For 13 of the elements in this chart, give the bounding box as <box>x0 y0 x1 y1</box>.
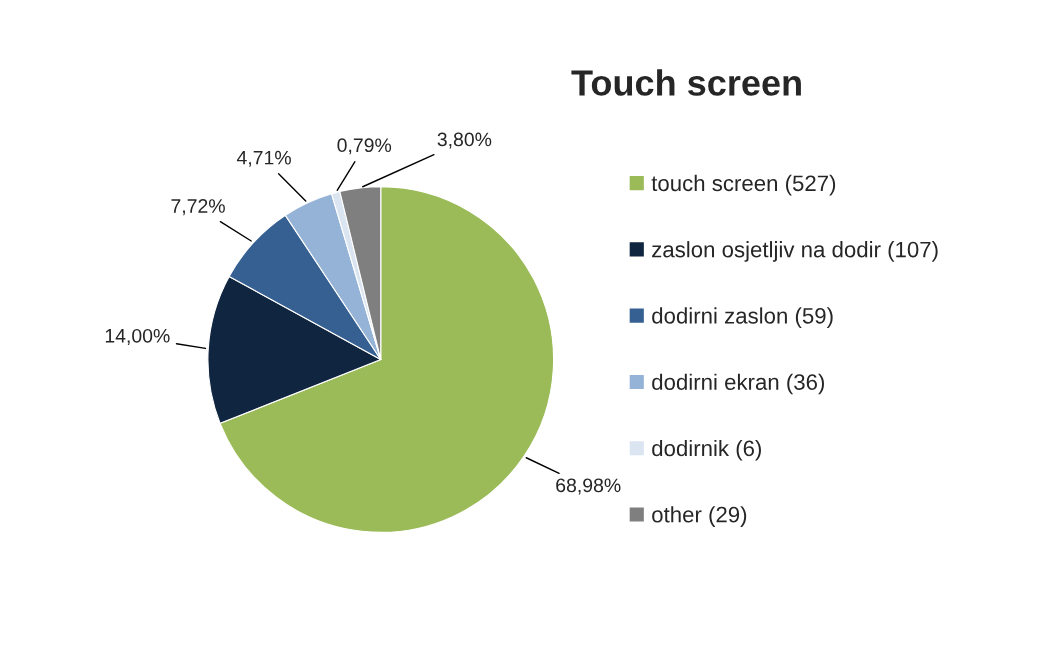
legend-label: zaslon osjetljiv na dodir (107) <box>652 241 938 262</box>
legend-label: other (29) <box>652 506 747 527</box>
chart-title: Touch screen <box>571 69 801 96</box>
data-label: 0,79% <box>337 138 392 155</box>
legend-label: dodirni ekran (36) <box>652 373 824 395</box>
data-label: 4,71% <box>236 150 291 167</box>
data-label: 14,00% <box>105 328 170 345</box>
data-label: 68,98% <box>556 478 621 495</box>
legend-label: touch screen (527) <box>651 174 836 196</box>
data-label: 3,80% <box>437 132 492 149</box>
legend-label: dodirnik (6) <box>652 439 761 461</box>
data-label: 7,72% <box>171 199 225 216</box>
legend-label: dodirni zaslon (59) <box>652 307 833 329</box>
